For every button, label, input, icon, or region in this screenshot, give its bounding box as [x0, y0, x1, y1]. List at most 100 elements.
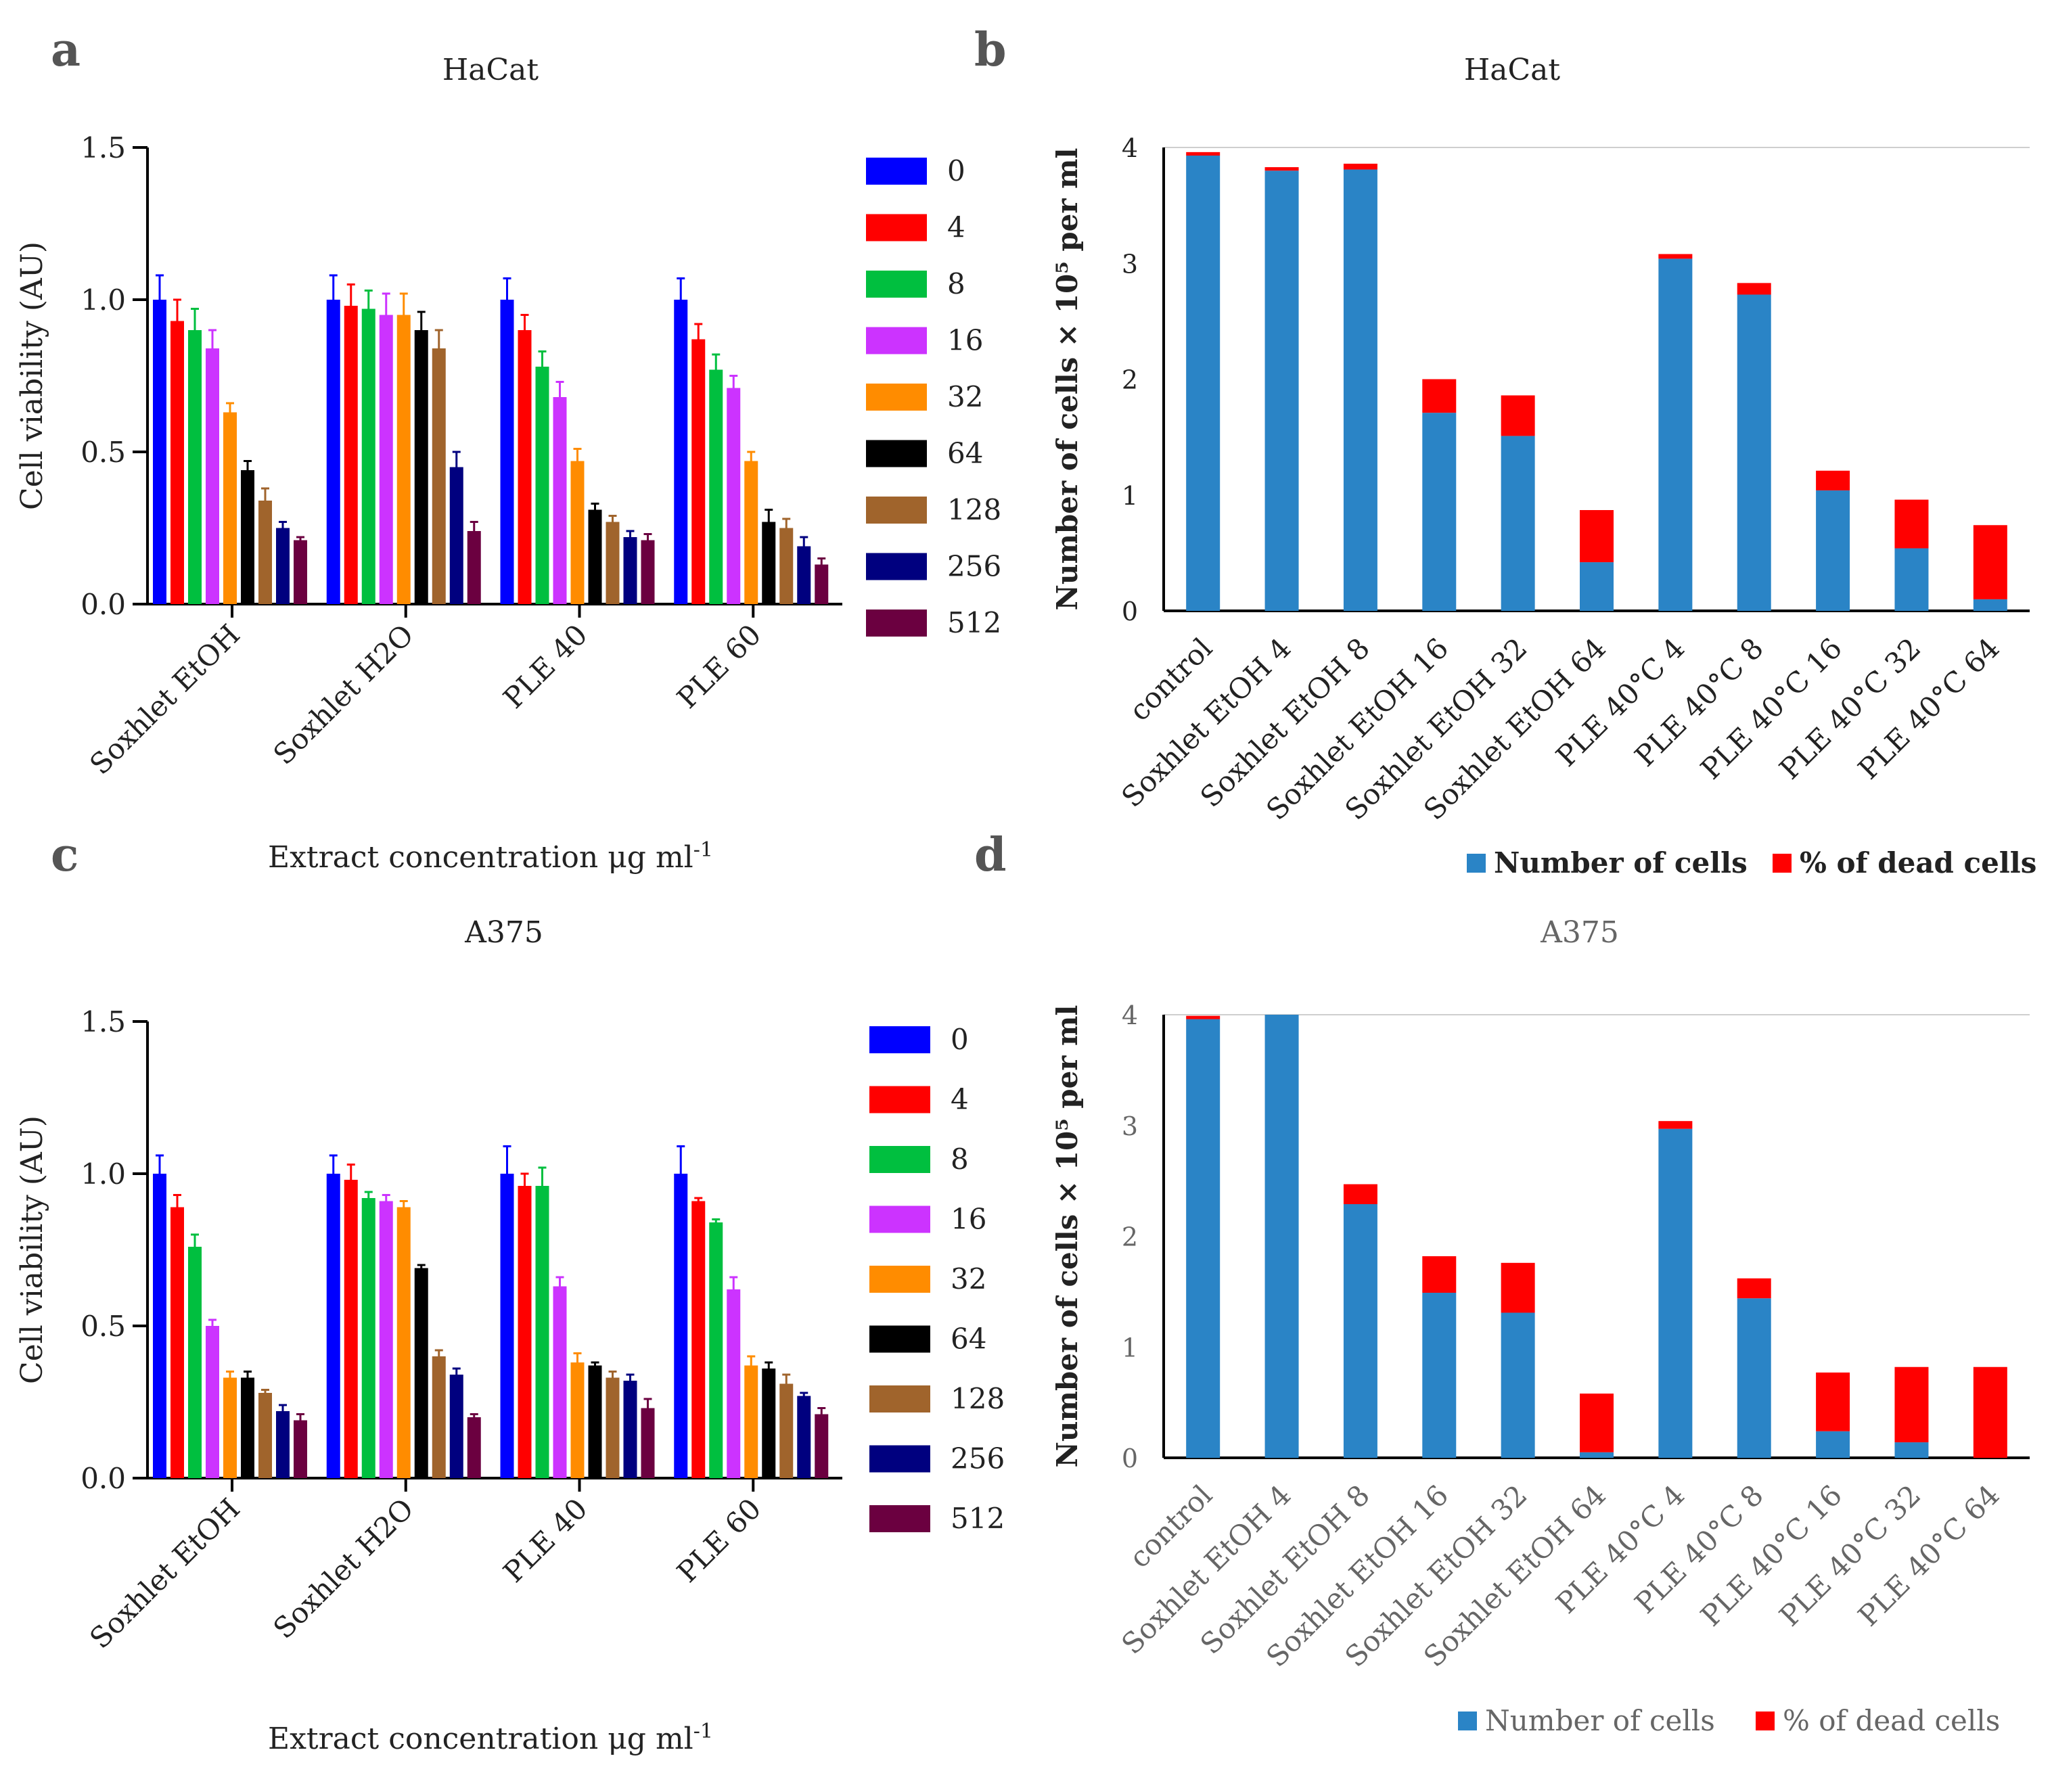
bar — [344, 1180, 358, 1478]
bar — [691, 339, 706, 604]
legend-label: 64 — [951, 1323, 986, 1356]
legend-swatch — [869, 1146, 930, 1173]
bar-number-of-cells — [1422, 413, 1457, 611]
legend-label: 16 — [951, 1203, 986, 1236]
bar — [570, 461, 585, 604]
bar-dead-cells — [1422, 1256, 1457, 1293]
panel-letter-c: c — [51, 828, 78, 882]
bar — [606, 522, 620, 604]
bar-dead-cells — [1737, 1278, 1771, 1299]
bar-number-of-cells — [1816, 490, 1850, 611]
x-tick-label: Soxhlet H2O — [267, 618, 419, 771]
chart-title: A375 — [464, 915, 543, 950]
bar-dead-cells — [1894, 499, 1929, 549]
bar-dead-cells — [1580, 510, 1614, 563]
x-tick-label: Soxhlet EtOH — [83, 618, 246, 781]
legend-label: Number of cells — [1494, 846, 1748, 879]
x-axis-label-sup: -1 — [693, 1720, 713, 1743]
legend-label: 512 — [947, 606, 1001, 639]
x-tick-label: Soxhlet H2O — [267, 1492, 419, 1645]
y-axis-label: Number of cells × 10⁵ per ml — [1051, 148, 1084, 611]
legend-label: 8 — [947, 267, 965, 300]
bar — [294, 1420, 307, 1478]
legend-label: 128 — [947, 493, 1001, 526]
bar — [797, 1396, 811, 1478]
bar — [641, 1408, 655, 1478]
bar — [223, 1377, 237, 1478]
bar-dead-cells — [1343, 1184, 1377, 1205]
bar — [379, 315, 393, 604]
bar — [170, 321, 184, 604]
x-tick-label: PLE 40 — [497, 1492, 593, 1588]
bar-number-of-cells — [1501, 436, 1535, 611]
bar — [727, 1289, 741, 1478]
bar-number-of-cells — [1816, 1431, 1850, 1458]
bar-number-of-cells — [1422, 1293, 1457, 1458]
bar-number-of-cells — [1264, 1015, 1299, 1458]
bar — [674, 300, 688, 604]
chart-c: A375 0.0 0.5 1.0 1.5 Cell viability (AU) Soxhl… — [15, 915, 1005, 1756]
y-tick-label: 1 — [1122, 481, 1138, 511]
bar — [709, 1222, 723, 1478]
y-axis-label: Number of cells × 10⁵ per ml — [1051, 1005, 1084, 1468]
bar-dead-cells — [1973, 525, 2007, 599]
bar-number-of-cells — [1894, 548, 1929, 611]
x-axis-label: Extract concentration μg ml-1 — [268, 1720, 713, 1756]
chart-title: HaCat — [442, 53, 539, 87]
legend-label: Number of cells — [1485, 1704, 1715, 1737]
bar — [241, 470, 254, 604]
legend-label: 256 — [947, 550, 1001, 583]
bar-dead-cells — [1264, 167, 1299, 171]
legend-swatch — [866, 497, 927, 524]
legend-swatch — [869, 1086, 930, 1113]
legend-label: 16 — [947, 324, 983, 357]
bar — [241, 1377, 254, 1478]
legend-swatch — [866, 327, 927, 354]
x-tick-label: Soxhlet EtOH — [83, 1492, 246, 1655]
bar — [326, 1174, 340, 1478]
y-tick-label: 2 — [1122, 365, 1138, 395]
bar — [779, 1383, 794, 1478]
bar-dead-cells — [1816, 470, 1850, 490]
bar — [709, 369, 723, 604]
bar — [518, 1186, 532, 1478]
bar — [606, 1377, 620, 1478]
bar-dead-cells — [1580, 1394, 1614, 1452]
bar — [467, 531, 481, 604]
legend-label: % of dead cells — [1800, 846, 2036, 879]
bar — [396, 1207, 411, 1478]
bar — [206, 348, 219, 604]
bar-number-of-cells — [1580, 1452, 1614, 1458]
x-axis-label-main: Extract concentration μg ml — [268, 1722, 693, 1756]
bar-number-of-cells — [1737, 294, 1771, 611]
legend-label: 512 — [951, 1502, 1005, 1535]
bar — [188, 330, 202, 604]
legend-label: 4 — [947, 211, 965, 244]
x-tick-label: PLE 40 — [497, 618, 593, 714]
bar — [623, 537, 637, 604]
bar-dead-cells — [1894, 1366, 1929, 1443]
x-tick-label: PLE 40°C 32 — [1773, 631, 1927, 785]
bar — [258, 501, 272, 604]
y-tick-label: 1.0 — [81, 283, 126, 317]
bar-dead-cells — [1658, 1121, 1693, 1129]
bar — [535, 1186, 549, 1478]
bar — [570, 1362, 585, 1478]
legend-swatch — [1756, 1711, 1775, 1730]
bar-number-of-cells — [1186, 1019, 1221, 1458]
bar — [206, 1326, 219, 1478]
bar-dead-cells — [1422, 379, 1457, 413]
y-axis-label: Cell viability (AU) — [15, 1116, 49, 1384]
legend-label: 32 — [947, 380, 983, 413]
bar — [691, 1201, 706, 1478]
y-tick-label: 1.0 — [81, 1157, 126, 1191]
bar-number-of-cells — [1737, 1298, 1771, 1458]
y-tick-label: 1.5 — [81, 131, 126, 164]
y-tick-label: 0.5 — [81, 436, 126, 469]
legend-swatch — [869, 1505, 930, 1532]
bar-number-of-cells — [1343, 169, 1377, 612]
bar — [500, 300, 514, 604]
legend-swatch — [869, 1205, 930, 1233]
